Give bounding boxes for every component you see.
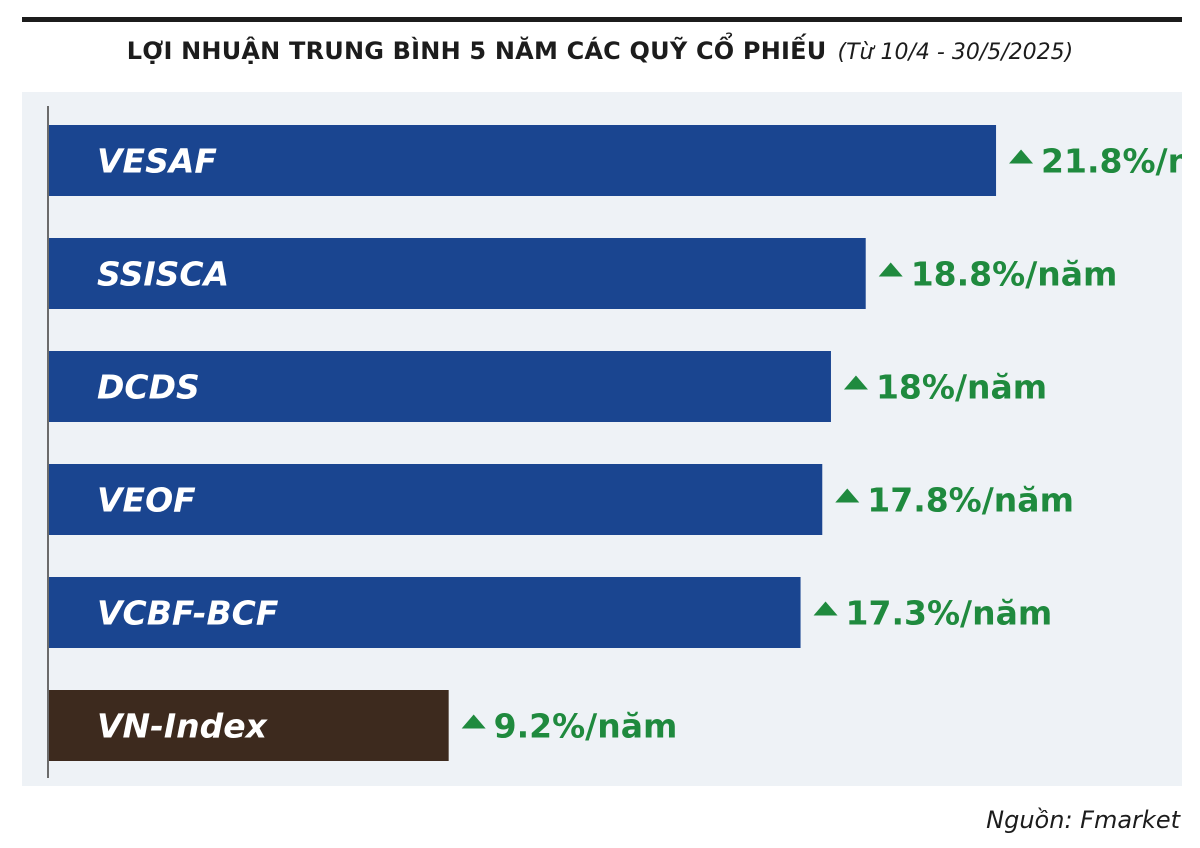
chart-title-row: LỢI NHUẬN TRUNG BÌNH 5 NĂM CÁC QUỸ CỔ PH… [0,37,1200,65]
bar-veof [49,464,823,535]
up-triangle-icon [1009,149,1034,164]
bar-label-ssisca: SSISCA [97,255,229,294]
bar-label-vn-index: VN-Index [97,707,269,746]
bar-label-dcds: DCDS [97,368,200,407]
top-rule [22,17,1182,22]
bar-vn-index [49,690,449,761]
up-triangle-icon [843,375,868,390]
bar-chart: VESAF 21.8%/năm SSISCA 18.8%/năm DCDS 18%/năm… [47,106,1182,778]
up-triangle-icon [461,714,486,729]
bar-label-veof: VEOF [97,481,196,520]
bar-vesaf [49,125,997,196]
chart-subtitle: (Từ 10/4 - 30/5/2025) [837,40,1074,65]
value-label-ssisca: 18.8%/năm [911,255,1118,294]
chart-title: LỢI NHUẬN TRUNG BÌNH 5 NĂM CÁC QUỸ CỔ PH… [126,37,827,65]
up-triangle-icon [835,488,860,503]
value-label-vcbf-bcf: 17.3%/năm [846,594,1053,633]
value-label-veof: 17.8%/năm [867,481,1074,520]
bar-ssisca [49,238,866,309]
bar-vcbf-bcf [49,577,801,648]
up-triangle-icon [813,601,838,616]
value-label-dcds: 18%/năm [876,368,1047,407]
value-label-vesaf: 21.8%/năm [1041,142,1182,181]
bar-dcds [49,351,831,422]
bar-label-vcbf-bcf: VCBF-BCF [97,594,279,633]
up-triangle-icon [878,262,903,277]
source-note: Nguồn: Fmarket [986,806,1180,834]
chart-panel: VESAF 21.8%/năm SSISCA 18.8%/năm DCDS 18%/năm… [22,92,1182,786]
bar-label-vesaf: VESAF [97,142,217,181]
value-label-vn-index: 9.2%/năm [494,707,678,746]
